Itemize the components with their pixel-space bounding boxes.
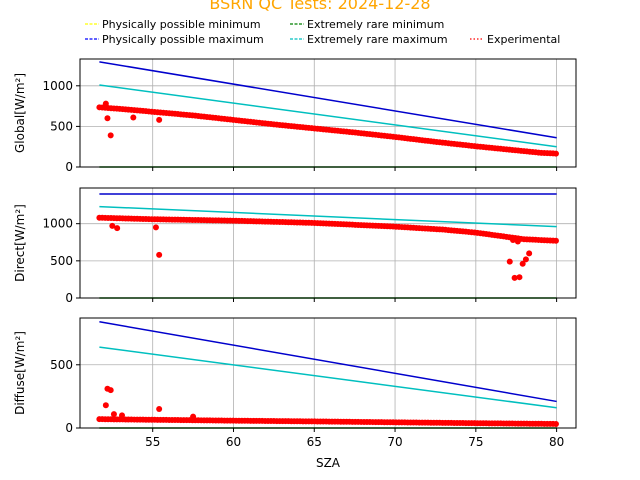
series-line	[99, 346, 557, 409]
data-point	[511, 274, 518, 281]
data-point	[519, 260, 526, 267]
data-point	[552, 237, 559, 244]
x-tick-label: 65	[307, 435, 322, 449]
axes-frame	[79, 317, 577, 429]
data-point	[114, 225, 121, 232]
data-point	[156, 406, 163, 413]
series-line	[99, 84, 557, 148]
y-tick-label: 0	[65, 291, 73, 305]
x-axis-label: SZA	[316, 456, 341, 470]
axes-frame	[79, 58, 577, 168]
data-point	[522, 256, 529, 263]
series-line	[99, 61, 557, 139]
data-point	[130, 114, 137, 121]
y-tick-label: 1000	[42, 217, 73, 231]
y-axis-label: Diffuse[W/m²]	[13, 331, 27, 415]
y-tick-label: 500	[50, 254, 73, 268]
data-point	[552, 150, 559, 157]
series-line	[99, 321, 557, 403]
data-point	[119, 412, 126, 419]
data-point	[514, 238, 521, 245]
data-point	[109, 222, 116, 229]
legend-label: Extremely rare minimum	[307, 18, 444, 31]
data-point	[156, 251, 163, 258]
y-tick-label: 500	[50, 358, 73, 372]
data-point	[190, 413, 197, 420]
data-point	[506, 258, 513, 265]
legend-label: Physically possible maximum	[102, 33, 264, 46]
x-tick-label: 70	[387, 435, 402, 449]
x-tick-label: 55	[145, 435, 160, 449]
data-point	[107, 132, 114, 139]
data-point	[102, 402, 109, 409]
data-point	[107, 387, 114, 394]
data-point	[156, 116, 163, 123]
legend-label: Experimental	[487, 33, 560, 46]
y-tick-label: 0	[65, 160, 73, 174]
data-point	[552, 420, 559, 427]
y-tick-label: 0	[65, 421, 73, 435]
data-point	[516, 274, 523, 281]
legend-label: Physically possible minimum	[102, 18, 261, 31]
data-point	[104, 115, 111, 122]
legend-label: Extremely rare maximum	[307, 33, 448, 46]
data-point	[152, 224, 159, 231]
series-line	[99, 205, 557, 228]
x-tick-label: 75	[468, 435, 483, 449]
y-axis-label: Global[W/m²]	[13, 73, 27, 153]
data-point	[102, 100, 109, 107]
x-tick-label: 60	[226, 435, 241, 449]
chart-title: BSRN QC Tests: 2024-12-28	[209, 0, 431, 13]
axes-frame	[79, 187, 577, 299]
y-tick-label: 500	[50, 119, 73, 133]
y-tick-label: 1000	[42, 79, 73, 93]
y-axis-label: Direct[W/m²]	[13, 204, 27, 282]
x-tick-label: 80	[549, 435, 564, 449]
data-point	[509, 237, 516, 244]
data-point	[526, 250, 533, 257]
data-point	[110, 411, 117, 418]
